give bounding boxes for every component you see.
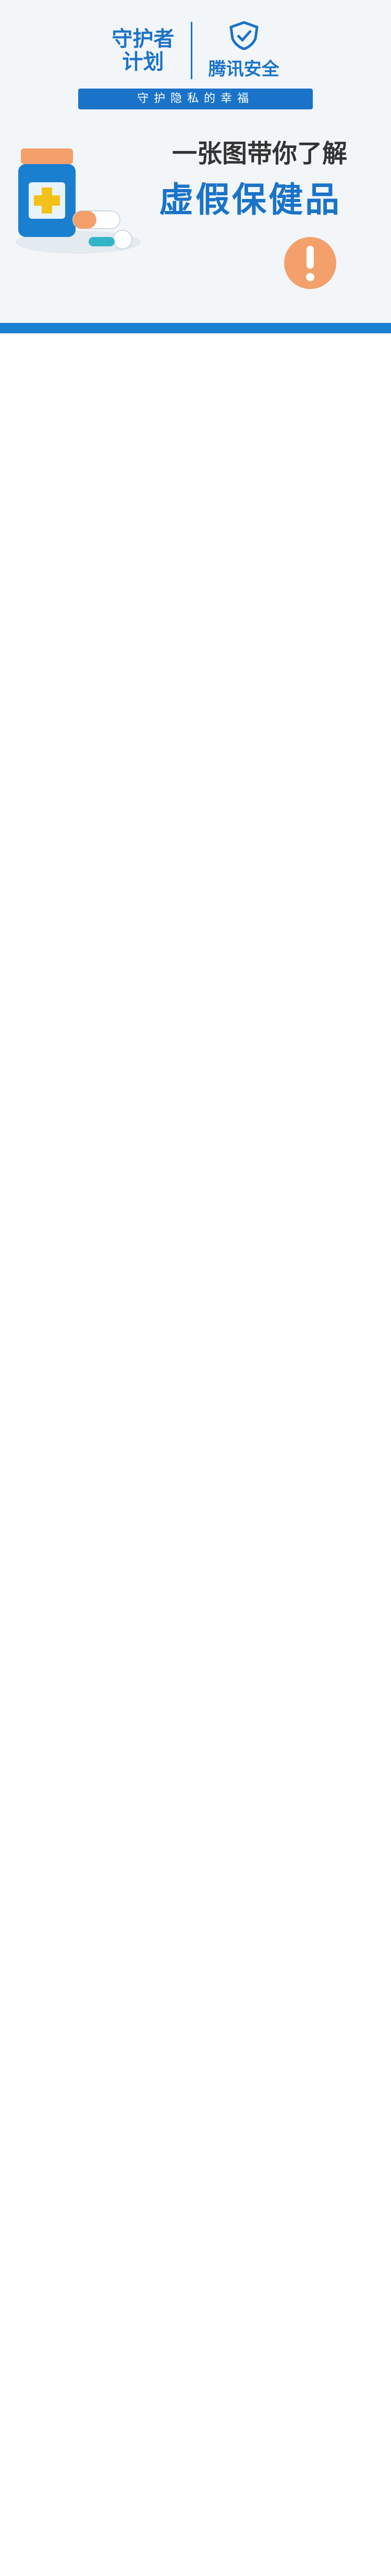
warning-icon xyxy=(284,237,336,289)
title-line2: 虚假保健品 xyxy=(159,180,341,220)
shield-icon xyxy=(229,21,259,51)
infographic-page: 守护者 计划 腾讯安全 守护隐私的幸福 xyxy=(0,0,391,333)
slogan-bar: 守护隐私的幸福 xyxy=(78,89,313,109)
logo-left-line1: 守护者 xyxy=(112,27,175,51)
tencent-security-logo: 腾讯安全 xyxy=(209,21,279,80)
guardian-plan-logo: 守护者 计划 xyxy=(112,28,174,73)
intro-panel: 当下保健品市场乱象丛生，虚假宣传、消费欺诈、制假售假等问题频发，引发广泛关注。 … xyxy=(0,323,391,333)
hero-header: 守护者 计划 腾讯安全 守护隐私的幸福 xyxy=(0,0,391,333)
logo-bar: 守护者 计划 腾讯安全 xyxy=(0,21,391,80)
logo-left-line2: 计划 xyxy=(122,50,164,74)
logo-right-text: 腾讯安全 xyxy=(208,59,279,80)
title-line1: 一张图带你了解 xyxy=(172,139,348,168)
logo-divider xyxy=(190,22,192,79)
medicine-bottle-illustration xyxy=(16,148,141,254)
